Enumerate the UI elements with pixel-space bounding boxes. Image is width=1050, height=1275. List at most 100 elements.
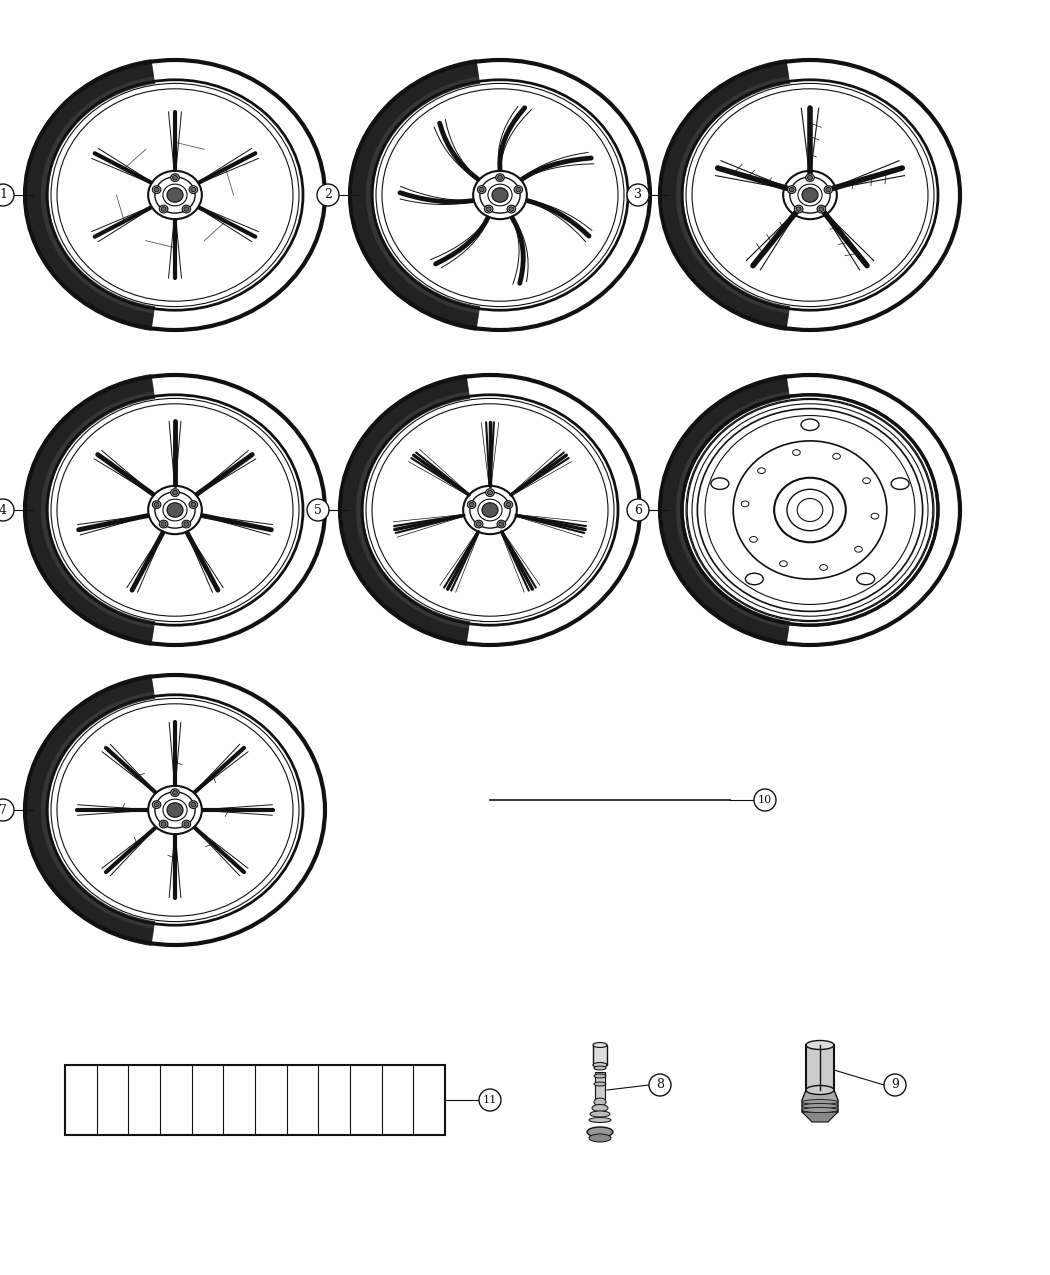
Circle shape <box>479 1089 501 1111</box>
Ellipse shape <box>171 173 180 181</box>
Ellipse shape <box>498 176 502 180</box>
Ellipse shape <box>160 820 168 827</box>
Ellipse shape <box>171 789 180 797</box>
Ellipse shape <box>802 1099 838 1104</box>
Bar <box>806 1046 834 1090</box>
Ellipse shape <box>506 502 510 506</box>
Ellipse shape <box>594 1082 606 1086</box>
Ellipse shape <box>587 1127 613 1137</box>
Ellipse shape <box>172 176 177 180</box>
Circle shape <box>0 184 14 207</box>
Ellipse shape <box>160 205 168 213</box>
Ellipse shape <box>824 186 833 194</box>
Circle shape <box>754 789 776 811</box>
Ellipse shape <box>189 801 197 808</box>
Ellipse shape <box>796 207 801 212</box>
Ellipse shape <box>594 1066 606 1070</box>
Ellipse shape <box>593 1043 607 1048</box>
Text: 4: 4 <box>0 504 7 516</box>
Ellipse shape <box>184 521 189 527</box>
Ellipse shape <box>469 502 474 506</box>
Ellipse shape <box>497 520 506 528</box>
Ellipse shape <box>486 488 495 496</box>
Ellipse shape <box>478 186 486 194</box>
Ellipse shape <box>152 501 161 509</box>
Text: 9: 9 <box>891 1079 899 1091</box>
Ellipse shape <box>484 205 492 213</box>
Text: 10: 10 <box>758 796 772 805</box>
Ellipse shape <box>152 801 161 808</box>
Ellipse shape <box>167 187 183 203</box>
Circle shape <box>0 499 14 521</box>
Ellipse shape <box>593 1062 607 1067</box>
Ellipse shape <box>486 207 491 212</box>
Ellipse shape <box>154 187 159 191</box>
Ellipse shape <box>467 501 476 509</box>
Ellipse shape <box>802 1103 838 1108</box>
Ellipse shape <box>162 521 166 527</box>
Ellipse shape <box>477 521 481 527</box>
Ellipse shape <box>590 1111 610 1117</box>
Ellipse shape <box>167 502 183 518</box>
Ellipse shape <box>154 802 159 807</box>
Ellipse shape <box>162 822 166 826</box>
Ellipse shape <box>172 491 177 495</box>
Ellipse shape <box>496 173 504 181</box>
Circle shape <box>627 499 649 521</box>
Text: 6: 6 <box>634 504 642 516</box>
Circle shape <box>317 184 339 207</box>
Ellipse shape <box>507 205 516 213</box>
Circle shape <box>649 1074 671 1096</box>
Ellipse shape <box>191 187 195 191</box>
Ellipse shape <box>482 502 498 518</box>
Ellipse shape <box>152 186 161 194</box>
Ellipse shape <box>819 207 824 212</box>
Ellipse shape <box>499 521 504 527</box>
Circle shape <box>884 1074 906 1096</box>
Ellipse shape <box>806 1085 834 1094</box>
Text: 7: 7 <box>0 803 7 816</box>
Ellipse shape <box>592 1104 608 1112</box>
Ellipse shape <box>802 187 818 203</box>
Polygon shape <box>802 1112 838 1122</box>
Ellipse shape <box>182 520 191 528</box>
Ellipse shape <box>184 207 189 212</box>
Bar <box>595 1072 605 1102</box>
Ellipse shape <box>191 502 195 506</box>
Text: 11: 11 <box>483 1095 497 1105</box>
Ellipse shape <box>487 491 492 495</box>
Ellipse shape <box>807 176 813 180</box>
Ellipse shape <box>516 187 521 191</box>
Ellipse shape <box>594 1074 606 1077</box>
Ellipse shape <box>817 205 825 213</box>
Ellipse shape <box>514 186 523 194</box>
Ellipse shape <box>788 186 796 194</box>
Ellipse shape <box>492 187 508 203</box>
Ellipse shape <box>509 207 513 212</box>
Ellipse shape <box>172 790 177 794</box>
Bar <box>593 1046 607 1065</box>
Ellipse shape <box>802 1108 838 1113</box>
Ellipse shape <box>162 207 166 212</box>
Text: 3: 3 <box>634 189 642 201</box>
Circle shape <box>627 184 649 207</box>
Ellipse shape <box>189 501 197 509</box>
Polygon shape <box>802 1090 838 1112</box>
Circle shape <box>0 799 14 821</box>
Ellipse shape <box>189 186 197 194</box>
Ellipse shape <box>504 501 512 509</box>
Ellipse shape <box>182 820 191 827</box>
Text: 1: 1 <box>0 189 7 201</box>
Ellipse shape <box>790 187 794 191</box>
Ellipse shape <box>182 205 191 213</box>
Ellipse shape <box>594 1098 606 1105</box>
Ellipse shape <box>805 173 815 181</box>
Ellipse shape <box>806 1040 834 1049</box>
Text: 2: 2 <box>324 189 332 201</box>
Circle shape <box>307 499 329 521</box>
Ellipse shape <box>795 205 803 213</box>
Ellipse shape <box>184 822 189 826</box>
Ellipse shape <box>475 520 483 528</box>
Ellipse shape <box>826 187 831 191</box>
Ellipse shape <box>479 187 484 191</box>
